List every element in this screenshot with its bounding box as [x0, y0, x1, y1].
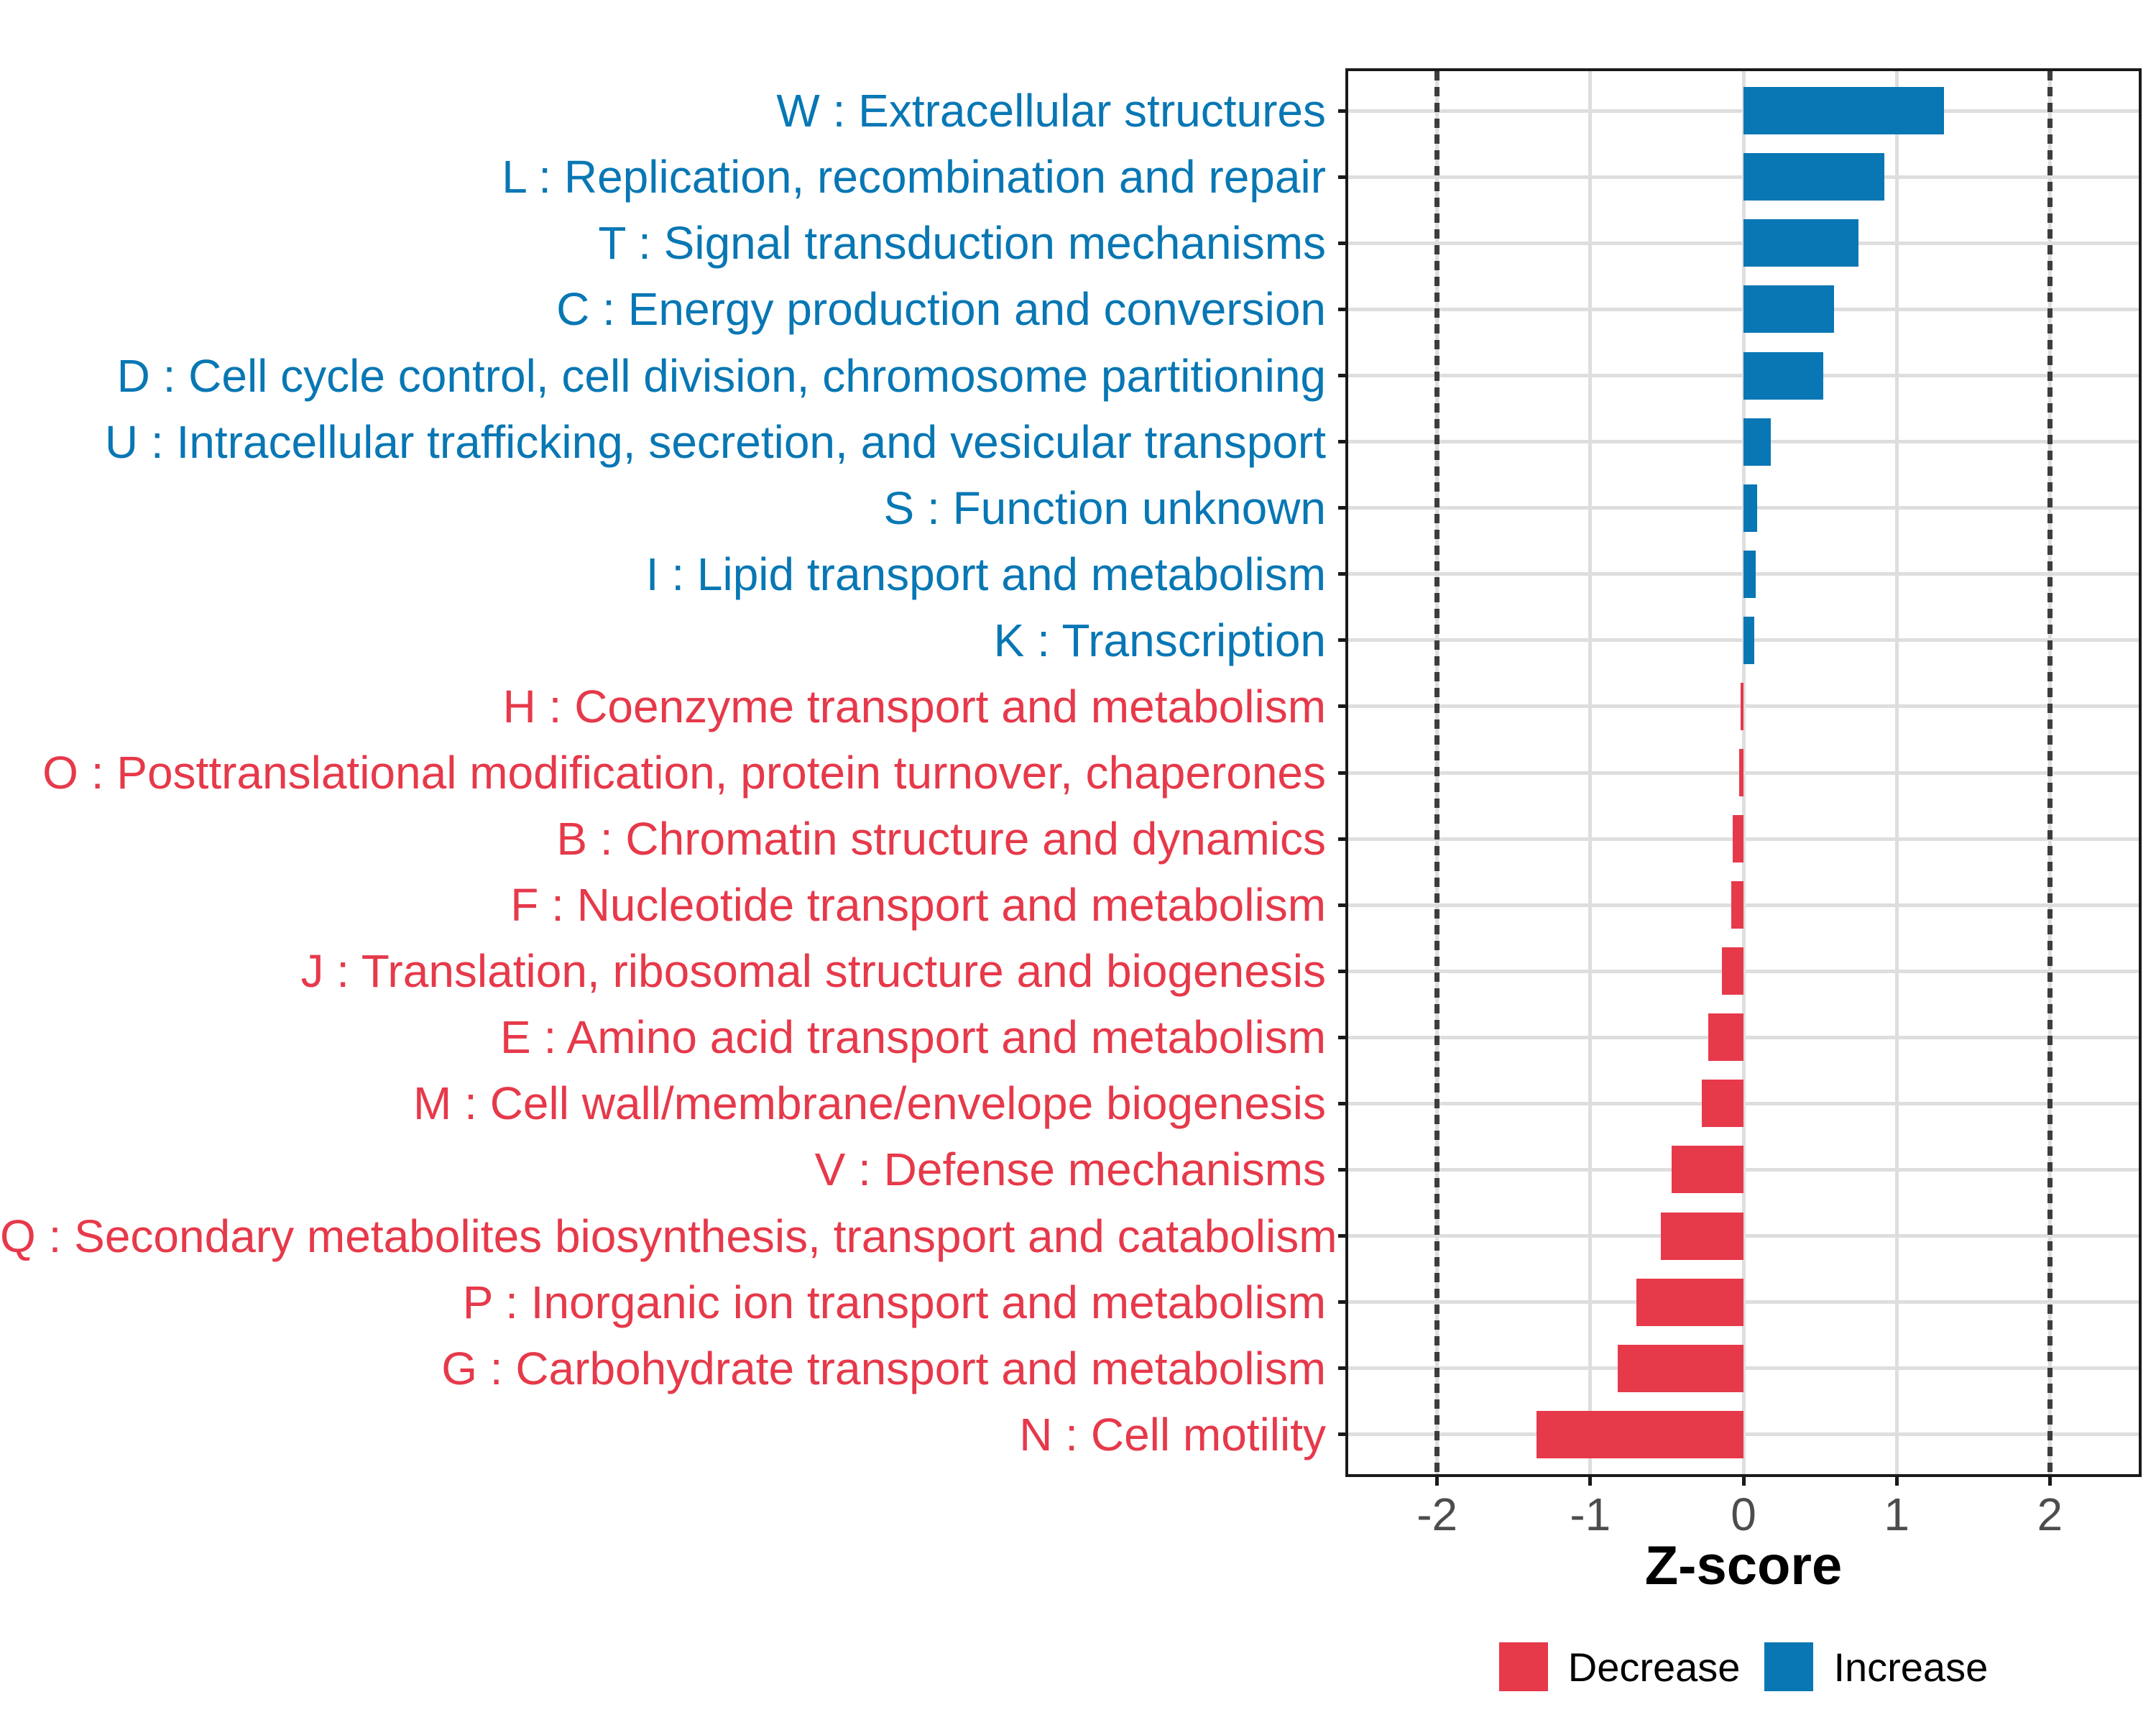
y-tick — [1338, 440, 1348, 444]
plot-panel — [1345, 68, 2142, 1477]
horizontal-gridline — [1348, 969, 2139, 973]
y-tick — [1338, 704, 1348, 709]
bar-B — [1733, 815, 1743, 863]
y-tick — [1338, 1432, 1348, 1437]
bar-O — [1738, 749, 1743, 796]
y-tick — [1338, 1167, 1348, 1172]
category-label-F: F : Nucleotide transport and metabolism — [510, 879, 1326, 932]
bar-Q — [1660, 1212, 1743, 1260]
category-label-H: H : Coenzyme transport and metabolism — [502, 680, 1326, 732]
y-tick — [1338, 1101, 1348, 1105]
category-label-Q: Q : Secondary metabolites biosynthesis, … — [0, 1210, 1337, 1262]
category-label-S: S : Function unknown — [883, 482, 1326, 534]
y-tick — [1338, 1300, 1348, 1305]
bar-E — [1708, 1013, 1743, 1062]
x-axis-title: Z-score — [1644, 1535, 1843, 1596]
category-label-P: P : Inorganic ion transport and metaboli… — [462, 1276, 1326, 1328]
horizontal-gridline — [1348, 770, 2139, 775]
category-label-G: G : Carbohydrate transport and metabolis… — [441, 1342, 1326, 1394]
category-label-J: J : Translation, ribosomal structure and… — [300, 945, 1327, 998]
bar-V — [1671, 1146, 1743, 1194]
category-label-L: L : Replication, recombination and repai… — [502, 151, 1326, 203]
x-tick-label--1: -1 — [1570, 1489, 1611, 1540]
y-tick — [1338, 241, 1348, 245]
reference-line-2 — [2047, 71, 2053, 1474]
category-label-I: I : Lipid transport and metabolism — [645, 548, 1326, 600]
reference-line--2 — [1434, 71, 1440, 1474]
bar-F — [1731, 881, 1743, 929]
category-label-U: U : Intracellular trafficking, secretion… — [104, 415, 1326, 468]
horizontal-gridline — [1348, 1101, 2139, 1105]
category-label-B: B : Chromatin structure and dynamics — [556, 813, 1326, 865]
y-tick — [1338, 903, 1348, 907]
category-label-D: D : Cell cycle control, cell division, c… — [116, 349, 1326, 402]
y-tick — [1338, 1234, 1348, 1238]
y-tick — [1338, 307, 1348, 311]
y-tick — [1338, 1035, 1348, 1039]
y-tick — [1338, 374, 1348, 378]
category-label-W: W : Extracellular structures — [776, 85, 1326, 137]
horizontal-gridline — [1348, 1366, 2139, 1371]
bar-P — [1636, 1278, 1743, 1326]
bar-N — [1537, 1410, 1743, 1458]
category-label-V: V : Defense mechanisms — [814, 1144, 1326, 1196]
category-label-K: K : Transcription — [993, 614, 1326, 666]
bar-S — [1743, 484, 1758, 532]
category-label-E: E : Amino acid transport and metabolism — [500, 1011, 1326, 1064]
y-tick — [1338, 1366, 1348, 1371]
bar-T — [1743, 219, 1858, 267]
legend-key-increase-swatch — [1764, 1642, 1814, 1691]
x-tick-label-0: 0 — [1731, 1489, 1756, 1540]
bar-M — [1702, 1080, 1743, 1128]
legend-label-increase: Increase — [1833, 1644, 1989, 1690]
horizontal-gridline — [1348, 837, 2139, 841]
x-tick--2 — [1435, 1476, 1439, 1486]
category-label-T: T : Signal transduction mechanisms — [598, 217, 1326, 270]
y-tick — [1338, 109, 1348, 113]
bar-J — [1722, 947, 1743, 995]
y-tick — [1338, 770, 1348, 775]
x-tick-2 — [2047, 1476, 2052, 1486]
legend: Decrease Increase — [1348, 1642, 2139, 1692]
category-label-C: C : Energy production and conversion — [556, 283, 1326, 336]
legend-label-decrease: Decrease — [1567, 1644, 1741, 1690]
x-tick-label-1: 1 — [1884, 1489, 1909, 1540]
horizontal-gridline — [1348, 1432, 2139, 1437]
y-tick — [1338, 837, 1348, 841]
bar-K — [1743, 616, 1754, 664]
y-tick — [1338, 175, 1348, 179]
x-tick-label--2: -2 — [1416, 1489, 1458, 1540]
y-tick — [1338, 969, 1348, 973]
bar-W — [1743, 87, 1945, 135]
category-label-O: O : Posttranslational modification, prot… — [42, 747, 1326, 799]
x-tick-1 — [1894, 1476, 1899, 1486]
bar-D — [1743, 351, 1823, 400]
bar-G — [1618, 1344, 1743, 1392]
legend-key-decrease-swatch — [1498, 1642, 1548, 1691]
y-tick — [1338, 638, 1348, 643]
x-tick-label-2: 2 — [2037, 1489, 2063, 1540]
bar-C — [1743, 285, 1834, 334]
horizontal-gridline — [1348, 1300, 2139, 1305]
horizontal-gridline — [1348, 704, 2139, 709]
y-tick — [1338, 506, 1348, 510]
x-tick-0 — [1741, 1476, 1746, 1486]
bar-I — [1743, 550, 1756, 598]
horizontal-gridline — [1348, 1234, 2139, 1238]
y-tick — [1338, 572, 1348, 576]
horizontal-gridline — [1348, 1167, 2139, 1172]
category-label-M: M : Cell wall/membrane/envelope biogenes… — [413, 1077, 1326, 1130]
category-label-N: N : Cell motility — [1019, 1408, 1326, 1460]
horizontal-gridline — [1348, 1035, 2139, 1039]
bar-L — [1743, 153, 1885, 201]
bar-U — [1743, 418, 1772, 466]
horizontal-gridline — [1348, 903, 2139, 907]
x-tick--1 — [1588, 1476, 1593, 1486]
bar-H — [1740, 682, 1743, 730]
